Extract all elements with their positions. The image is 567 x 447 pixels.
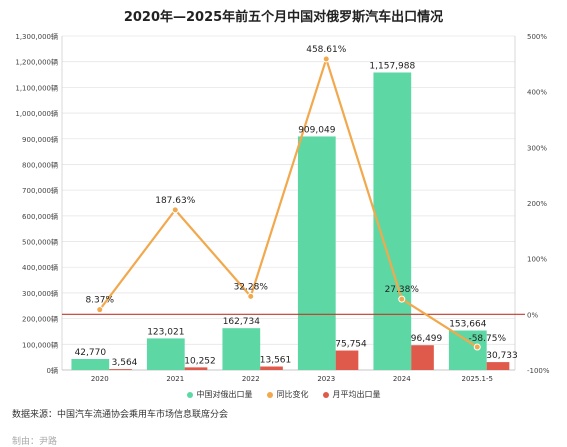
export-volume-label: 153,664 — [449, 320, 486, 330]
left-tick-label: 1,300,000辆 — [15, 32, 58, 41]
left-tick-label: 1,000,000辆 — [15, 109, 58, 118]
left-tick-label: 100,000辆 — [22, 340, 58, 349]
monthly-average-label: 3,564 — [112, 358, 138, 368]
monthly-average-bar — [260, 366, 283, 370]
monthly-average-bar — [486, 362, 510, 370]
yoy-label: 27.38% — [385, 285, 420, 295]
left-tick-label: 0辆 — [47, 366, 58, 375]
monthly-average-bar — [335, 350, 359, 370]
monthly-average-label: 13,561 — [260, 356, 292, 366]
left-tick-label: 500,000辆 — [22, 238, 58, 247]
yoy-point — [247, 292, 255, 300]
export-volume-label: 909,049 — [298, 125, 335, 135]
left-tick-label: 900,000辆 — [22, 135, 58, 144]
x-tick-label: 2020 — [91, 375, 109, 383]
right-tick-label: -100% — [527, 367, 550, 375]
data-labels: 42,770 3,564 8.37% 123,021 10,252 187.63% 162,… — [75, 45, 518, 368]
x-tick-label: 2025.1-5 — [462, 375, 493, 383]
monthly-average-label: 10,252 — [184, 356, 216, 366]
chart-title: 2020年—2025年前五个月中国对俄罗斯汽车出口情况 — [123, 10, 444, 25]
legend-label: 中国对俄出口量 — [196, 390, 253, 399]
monthly-average-bar — [109, 369, 132, 370]
yoy-label: 458.61% — [306, 45, 346, 55]
monthly-average-bar — [184, 367, 208, 370]
yoy-point — [322, 55, 330, 63]
legend-item: 月平均出口量 — [322, 389, 381, 400]
right-tick-label: 300% — [527, 144, 547, 152]
yoy-label: -58.75% — [468, 334, 506, 344]
yoy-point — [96, 306, 104, 314]
left-tick-label: 400,000辆 — [22, 263, 58, 272]
x-tick-label: 2024 — [393, 375, 411, 383]
left-tick-label: 700,000辆 — [22, 186, 58, 195]
yoy-line-path — [98, 57, 478, 348]
monthly-average-label: 30,733 — [486, 351, 518, 361]
left-tick-label: 800,000辆 — [22, 160, 58, 169]
monthly-average-label: 96,499 — [411, 334, 443, 344]
x-tick-label: 2022 — [242, 375, 260, 383]
export-volume-label: 42,770 — [75, 348, 107, 358]
right-tick-label: 200% — [527, 200, 547, 208]
left-tick-label: 1,200,000辆 — [15, 58, 58, 67]
export-volume-bar — [222, 328, 261, 370]
yoy-point — [171, 206, 179, 214]
gridlines — [61, 35, 516, 371]
yoy-label: 32.28% — [234, 282, 269, 292]
export-volume-bar — [448, 330, 487, 370]
yoy-label: 8.37% — [85, 296, 114, 306]
export-volume-label: 123,021 — [147, 327, 184, 337]
export-volume-bar — [373, 72, 412, 371]
left-tick-label: 300,000辆 — [22, 289, 58, 298]
chart-canvas: 0辆 100,000辆 200,000辆 300,000辆 400,000辆 500,00… — [15, 32, 550, 383]
legend-swatch — [186, 391, 193, 398]
right-tick-label: 100% — [527, 256, 547, 264]
left-axis: 0辆 100,000辆 200,000辆 300,000辆 400,000辆 500,00… — [15, 32, 58, 375]
legend-label: 同比变化 — [276, 390, 309, 399]
legend-label: 月平均出口量 — [332, 390, 381, 399]
right-tick-label: 400% — [527, 89, 547, 97]
yoy-point — [473, 343, 481, 351]
left-tick-label: 200,000辆 — [22, 315, 58, 324]
yoy-label: 187.63% — [155, 196, 195, 206]
yoy-line — [96, 55, 481, 351]
x-axis-ticks: 2020 2021 2022 2023 2024 2025.1-5 — [91, 375, 493, 383]
legend: 中国对俄出口量 同比变化 月平均出口量 — [0, 389, 567, 400]
right-tick-label: 500% — [527, 33, 547, 41]
export-volume-bar — [146, 338, 185, 370]
export-volume-bar — [297, 136, 336, 370]
x-tick-label: 2023 — [317, 375, 335, 383]
monthly-average-bar — [411, 345, 434, 370]
x-tick-label: 2021 — [166, 375, 184, 383]
yoy-point — [398, 295, 406, 303]
right-axis: -100% 0% 100% 200% 300% 400% 500% — [527, 33, 550, 375]
monthly-average-label: 75,754 — [335, 340, 367, 350]
legend-item: 同比变化 — [266, 389, 309, 400]
export-volume-label: 1,157,988 — [369, 61, 415, 71]
left-tick-label: 1,100,000辆 — [15, 83, 58, 92]
legend-swatch — [266, 391, 273, 398]
export-volume-bar — [71, 359, 110, 370]
bars — [71, 72, 510, 371]
export-volume-label: 162,734 — [223, 317, 260, 327]
maker-credit: 制由：尹路 — [12, 437, 58, 447]
legend-swatch — [322, 391, 329, 398]
right-tick-label: 0% — [527, 311, 538, 319]
data-source: 数据来源：中国汽车流通协会乘用车市场信息联席分会 — [12, 410, 229, 420]
legend-item: 中国对俄出口量 — [186, 389, 253, 400]
left-tick-label: 600,000辆 — [22, 212, 58, 221]
